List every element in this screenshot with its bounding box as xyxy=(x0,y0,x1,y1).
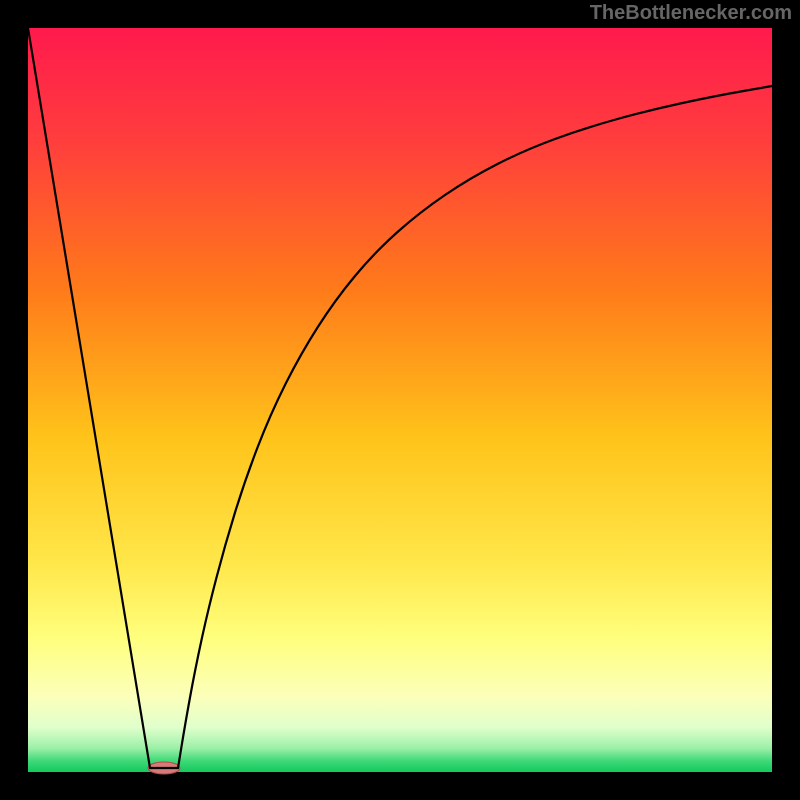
plot-area xyxy=(28,28,772,772)
bottleneck-chart xyxy=(0,0,800,800)
watermark-text: TheBottlenecker.com xyxy=(590,2,792,25)
chart-container: { "watermark": { "text": "TheBottlenecke… xyxy=(0,0,800,800)
